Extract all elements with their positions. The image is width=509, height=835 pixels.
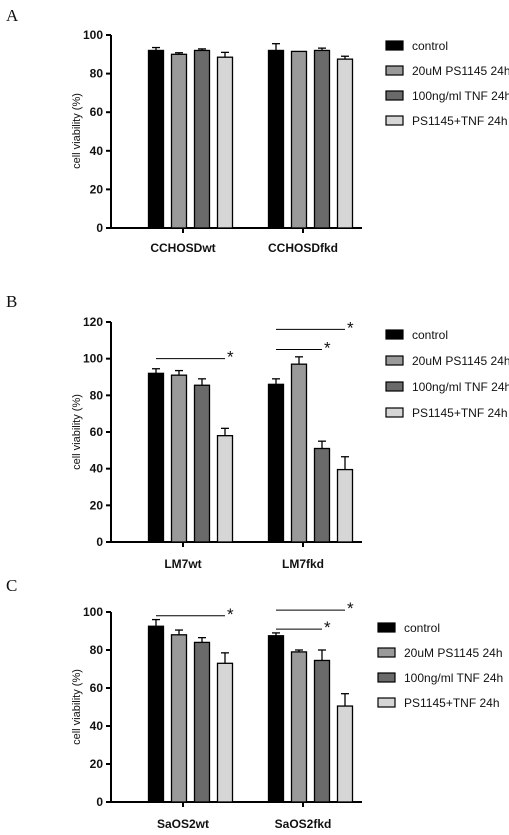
y-tick-label: 80 — [90, 67, 104, 81]
bar — [170, 53, 188, 229]
legend-label: 100ng/ml TNF 24h — [412, 89, 509, 103]
y-tick-label: 0 — [96, 795, 103, 809]
y-tick-label: 20 — [90, 498, 104, 512]
legend-label: PS1145+TNF 24h — [412, 114, 508, 128]
bar — [193, 49, 211, 229]
legend-label: control — [412, 328, 448, 342]
legend-swatch — [377, 622, 396, 633]
y-axis-title: cell viability (%) — [71, 394, 83, 470]
y-tick-label: 100 — [83, 28, 103, 42]
y-tick-label: 20 — [90, 757, 104, 771]
legend-swatch — [385, 407, 404, 418]
significance-star: * — [324, 618, 331, 637]
y-tick-label: 100 — [83, 352, 103, 366]
bar — [267, 383, 285, 543]
y-tick-label: 40 — [90, 144, 104, 158]
y-axis-title: cell viability (%) — [71, 669, 83, 745]
bar — [147, 625, 165, 803]
bar — [290, 651, 308, 803]
legend-label: 100ng/ml TNF 24h — [404, 671, 503, 685]
legend-swatch — [385, 381, 404, 392]
x-category-label: LM7wt — [164, 557, 201, 571]
y-tick-label: 20 — [90, 182, 104, 196]
bar — [170, 634, 188, 803]
bar — [193, 384, 211, 543]
significance-star: * — [347, 599, 354, 618]
panel-letter: A — [6, 6, 19, 25]
bar — [313, 447, 331, 543]
bar — [336, 58, 354, 229]
y-tick-label: 40 — [90, 462, 104, 476]
bar — [313, 659, 331, 803]
y-tick-label: 0 — [96, 535, 103, 549]
significance-star: * — [324, 339, 331, 358]
legend-swatch — [385, 329, 404, 340]
legend-swatch — [385, 115, 404, 126]
y-tick-label: 80 — [90, 643, 104, 657]
bar — [147, 372, 165, 543]
y-tick-label: 120 — [83, 315, 103, 329]
bar — [336, 705, 354, 803]
bar — [216, 662, 234, 803]
x-category-label: CCHOSDfkd — [268, 241, 338, 255]
legend-swatch — [377, 647, 396, 658]
x-category-label: LM7fkd — [282, 557, 324, 571]
y-tick-label: 40 — [90, 719, 104, 733]
y-tick-label: 100 — [83, 605, 103, 619]
y-tick-label: 60 — [90, 425, 104, 439]
legend-label: PS1145+TNF 24h — [404, 696, 500, 710]
bar — [170, 374, 188, 543]
y-tick-label: 0 — [96, 221, 103, 235]
x-category-label: CCHOSDwt — [150, 241, 215, 255]
bar — [216, 56, 234, 229]
panel-letter: B — [6, 292, 17, 311]
y-tick-label: 60 — [90, 105, 104, 119]
legend-swatch — [385, 40, 404, 51]
bar — [267, 49, 285, 229]
legend-swatch — [385, 65, 404, 76]
bar — [313, 49, 331, 229]
x-category-label: SaOS2wt — [157, 817, 209, 831]
y-tick-label: 80 — [90, 388, 104, 402]
significance-star: * — [347, 318, 354, 337]
legend-label: 20uM PS1145 24h — [412, 64, 509, 78]
legend-label: control — [404, 621, 440, 635]
bar — [290, 363, 308, 543]
legend-swatch — [377, 697, 396, 708]
legend-swatch — [385, 355, 404, 366]
y-axis-title: cell viability (%) — [71, 93, 83, 169]
legend-swatch — [377, 672, 396, 683]
bar — [147, 49, 165, 229]
significance-star: * — [227, 348, 234, 367]
y-tick-label: 60 — [90, 681, 104, 695]
legend-label: 20uM PS1145 24h — [412, 354, 509, 368]
legend-label: control — [412, 39, 448, 53]
bar — [216, 435, 234, 543]
significance-star: * — [227, 605, 234, 624]
legend-label: 20uM PS1145 24h — [404, 646, 503, 660]
bar — [193, 641, 211, 803]
bar — [267, 635, 285, 803]
legend-swatch — [385, 90, 404, 101]
bar — [290, 50, 308, 229]
legend-label: 100ng/ml TNF 24h — [412, 380, 509, 394]
bar — [336, 468, 354, 543]
x-category-label: SaOS2fkd — [275, 817, 332, 831]
legend-label: PS1145+TNF 24h — [412, 406, 508, 420]
panel-letter: C — [6, 576, 17, 595]
